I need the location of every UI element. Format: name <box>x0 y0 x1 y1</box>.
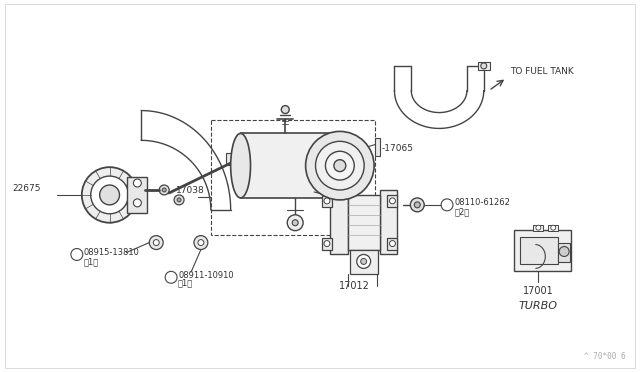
Circle shape <box>71 248 83 260</box>
Bar <box>387 238 397 250</box>
Circle shape <box>194 235 208 250</box>
Circle shape <box>326 151 355 180</box>
Bar <box>533 225 543 231</box>
Text: 08915-13810: 08915-13810 <box>84 248 140 257</box>
Bar <box>226 153 236 165</box>
Circle shape <box>481 63 487 69</box>
Circle shape <box>361 259 367 264</box>
Bar <box>127 177 147 213</box>
Bar <box>330 190 348 254</box>
Bar <box>348 195 380 250</box>
Text: N: N <box>168 274 174 280</box>
Circle shape <box>441 199 453 211</box>
Bar <box>387 195 397 207</box>
Circle shape <box>177 198 181 202</box>
Bar <box>374 138 380 156</box>
Circle shape <box>100 185 120 205</box>
Bar <box>350 250 378 274</box>
Text: -17065: -17065 <box>381 144 413 153</box>
Circle shape <box>165 271 177 283</box>
Ellipse shape <box>230 134 250 198</box>
Circle shape <box>536 225 541 230</box>
Text: 、1。: 、1。 <box>84 257 99 266</box>
Circle shape <box>324 241 330 247</box>
Circle shape <box>390 241 396 247</box>
Bar <box>380 190 397 254</box>
Circle shape <box>149 235 163 250</box>
Text: 08110-61262: 08110-61262 <box>455 198 511 207</box>
Bar <box>241 134 340 198</box>
Circle shape <box>133 199 141 207</box>
Text: 17001: 17001 <box>523 286 554 296</box>
Text: 3: 3 <box>445 201 449 209</box>
Bar <box>211 121 374 235</box>
Circle shape <box>287 215 303 231</box>
Bar <box>513 230 571 271</box>
Circle shape <box>91 176 129 214</box>
Circle shape <box>356 254 371 268</box>
Circle shape <box>334 160 346 171</box>
Text: TO FUEL TANK: TO FUEL TANK <box>511 67 574 76</box>
Text: 17012: 17012 <box>339 281 370 291</box>
Circle shape <box>82 167 138 223</box>
Circle shape <box>316 141 364 190</box>
Text: 17010: 17010 <box>315 181 344 190</box>
Text: ^ 70*00 6: ^ 70*00 6 <box>584 352 626 361</box>
Circle shape <box>306 131 374 200</box>
Text: 17038: 17038 <box>176 186 205 195</box>
Bar <box>322 195 332 207</box>
Bar <box>520 237 558 264</box>
Text: （2）: （2） <box>455 207 470 216</box>
Bar <box>478 62 490 70</box>
Circle shape <box>390 198 396 204</box>
Text: W: W <box>73 251 81 257</box>
Bar <box>548 225 558 231</box>
Circle shape <box>159 185 169 195</box>
Circle shape <box>153 240 159 246</box>
Circle shape <box>292 220 298 226</box>
Circle shape <box>559 247 569 256</box>
Circle shape <box>282 106 289 113</box>
Circle shape <box>133 179 141 187</box>
Bar <box>558 243 570 262</box>
Circle shape <box>414 202 420 208</box>
Text: （1）: （1） <box>178 279 193 288</box>
Circle shape <box>174 195 184 205</box>
Circle shape <box>551 225 556 230</box>
Circle shape <box>410 198 424 212</box>
Circle shape <box>162 188 166 192</box>
Text: 22675: 22675 <box>12 184 41 193</box>
Text: 08911-10910: 08911-10910 <box>178 271 234 280</box>
Circle shape <box>324 198 330 204</box>
Bar <box>322 238 332 250</box>
Text: TURBO: TURBO <box>519 301 558 311</box>
Circle shape <box>198 240 204 246</box>
